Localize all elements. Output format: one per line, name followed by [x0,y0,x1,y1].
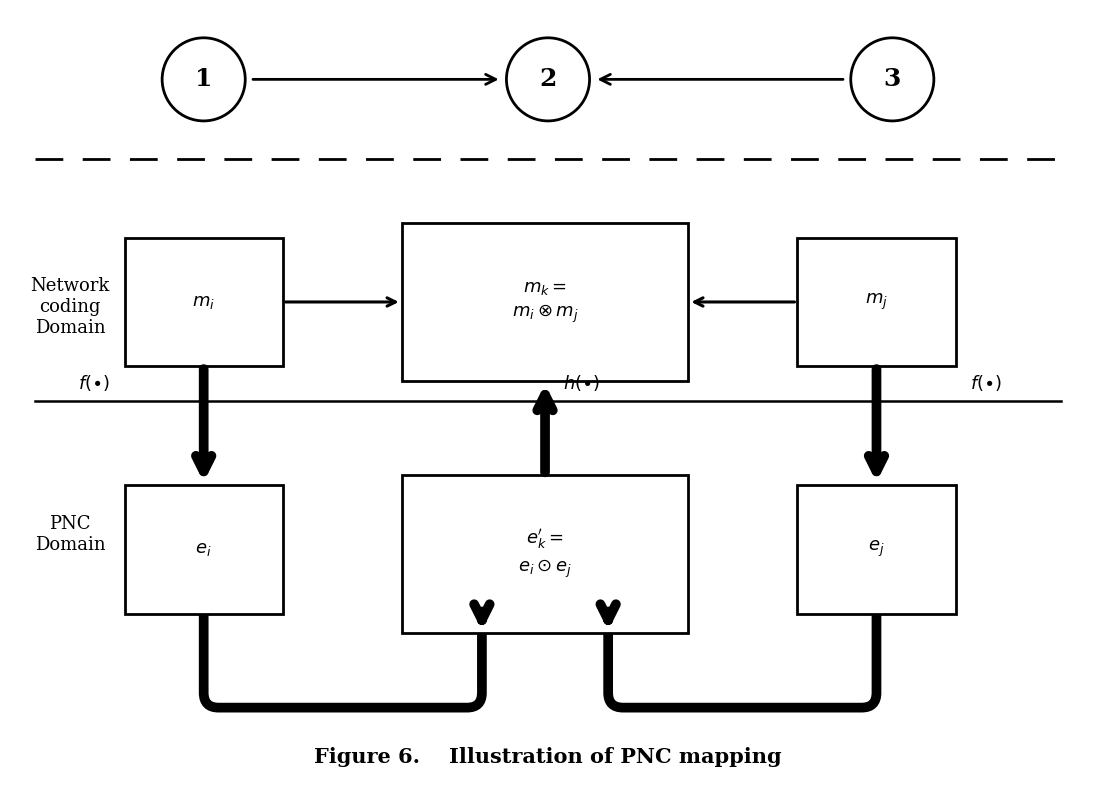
Text: $m_i$: $m_i$ [192,293,215,311]
FancyBboxPatch shape [401,475,688,634]
FancyBboxPatch shape [401,222,688,381]
Text: $e_k^{\prime}=$
$e_i \odot e_j$: $e_k^{\prime}=$ $e_i \odot e_j$ [518,528,572,580]
Text: $f(\bullet)$: $f(\bullet)$ [970,373,1003,393]
FancyBboxPatch shape [797,237,956,366]
Circle shape [162,38,246,121]
Text: $m_k=$
$m_i \otimes m_j$: $m_k=$ $m_i \otimes m_j$ [512,279,579,325]
FancyBboxPatch shape [797,485,956,614]
Circle shape [850,38,934,121]
FancyBboxPatch shape [125,485,283,614]
Text: 1: 1 [195,68,213,91]
Circle shape [506,38,590,121]
Text: $m_j$: $m_j$ [865,292,888,312]
FancyBboxPatch shape [125,237,283,366]
Text: 3: 3 [883,68,901,91]
Text: $h(\bullet)$: $h(\bullet)$ [563,373,600,393]
Text: 2: 2 [539,68,557,91]
Text: $f(\bullet)$: $f(\bullet)$ [78,373,110,393]
Text: $e_j$: $e_j$ [868,539,884,560]
Text: Network
coding
Domain: Network coding Domain [31,277,110,336]
Text: $e_i$: $e_i$ [195,540,212,558]
Text: PNC
Domain: PNC Domain [35,515,105,554]
Text: Figure 6.    Illustration of PNC mapping: Figure 6. Illustration of PNC mapping [315,747,781,767]
